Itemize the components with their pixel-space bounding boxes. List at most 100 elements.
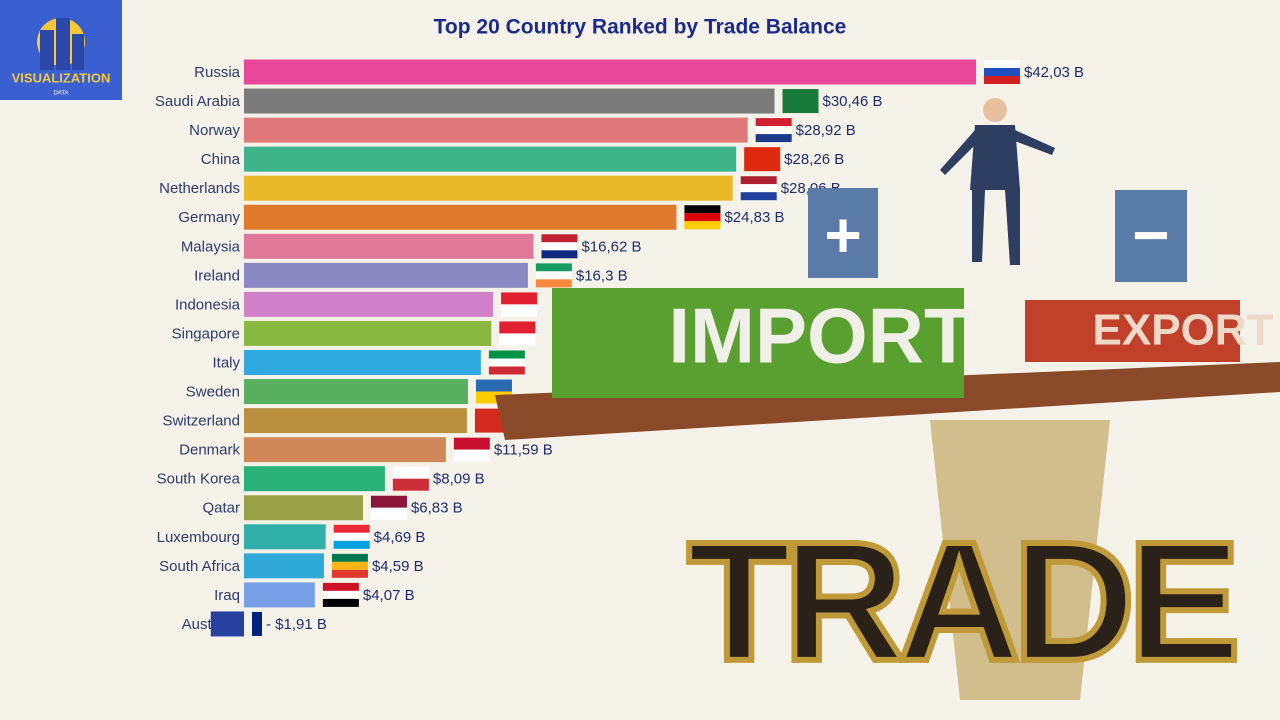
chart-title: Top 20 Country Ranked by Trade Balance [434,16,847,39]
category-label: Sweden [186,384,240,401]
flag [984,68,1020,76]
flag [541,250,578,259]
category-label: Russia [194,64,241,81]
value-label: $24,83 B [724,209,784,226]
bar [244,204,677,230]
category-label: Norway [189,122,240,139]
value-label: - $1,91 B [266,616,327,633]
flag [984,76,1020,84]
flag [499,333,536,346]
bar [244,88,775,114]
flag [392,478,429,491]
flag [501,304,538,317]
illustration: IMPORT EXPORT + − TRADE [495,98,1280,700]
flag [755,126,792,135]
category-label: Ireland [194,267,240,284]
flag [331,561,368,570]
flag [453,449,490,462]
export-block [1025,300,1240,362]
minus-text: − [1132,199,1169,271]
logo-title: VISUALIZATION [12,70,111,85]
flag [684,205,721,214]
flag [984,60,1020,68]
value-label: $11,59 B [494,442,553,459]
bar [244,233,534,259]
bar [244,524,326,550]
bar [244,350,481,375]
flag [755,118,792,127]
value-label: $4,59 B [372,558,424,575]
value-label: $28,26 B [784,151,844,168]
plus-block [808,188,878,278]
logo-building [72,34,84,70]
value-label: $28,92 B [796,122,856,139]
category-label: Switzerland [162,413,240,430]
category-label: Netherlands [159,180,240,197]
logo-building [40,30,54,70]
flag [322,582,359,591]
flag [740,192,777,201]
bar [244,408,467,434]
category-label: Singapore [172,325,240,342]
value-label: $42,03 B [1024,64,1084,81]
value-label: $16,3 B [576,267,628,284]
flag [541,234,578,243]
bar [244,117,748,143]
value-label: $4,69 B [374,529,426,546]
flag [333,524,370,533]
flag [755,134,792,143]
logo-building [56,18,70,70]
flag [370,507,407,520]
flag [488,358,525,367]
flag [488,366,525,375]
category-label: Luxembourg [157,529,240,546]
category-label: Iraq [214,587,240,604]
category-label: South Africa [159,558,241,575]
bar [244,59,976,85]
flag [740,176,777,185]
flag [331,553,368,562]
category-label: Denmark [179,442,240,459]
category-label: Germany [178,209,240,226]
flag [535,279,572,288]
category-label: South Korea [157,471,241,488]
value-label: $6,83 B [411,500,463,517]
flag [333,540,370,549]
bar [244,146,737,172]
export-text: EXPORT [1093,306,1274,355]
category-label: Indonesia [175,296,241,313]
category-label: Italy [212,354,240,371]
bar [244,553,324,579]
category-label: Qatar [202,500,240,517]
bar [244,466,385,492]
trade-text: TRADE [687,507,1234,697]
flag [740,184,777,193]
flag [333,532,370,541]
stand [930,420,1110,700]
flag [322,598,359,607]
plus-text: + [824,199,861,271]
flag [535,271,572,280]
flag [684,213,721,222]
bar [210,611,244,637]
value-label: $8,09 B [433,471,485,488]
flag [322,590,359,599]
flag [684,221,721,230]
plank [495,362,1280,440]
bar [244,379,468,405]
flag [370,495,407,508]
bar [244,262,528,288]
import-block [552,288,964,398]
logo-subtitle: DATA [53,91,68,97]
category-label: Malaysia [181,238,241,255]
businessman [940,98,1055,265]
bar [244,175,733,201]
flag [535,263,572,272]
flag [499,321,536,334]
bar [244,582,315,608]
value-label: $4,07 B [363,587,415,604]
category-label: China [201,151,241,168]
value-label: $16,62 B [581,238,641,255]
flag [744,147,781,172]
